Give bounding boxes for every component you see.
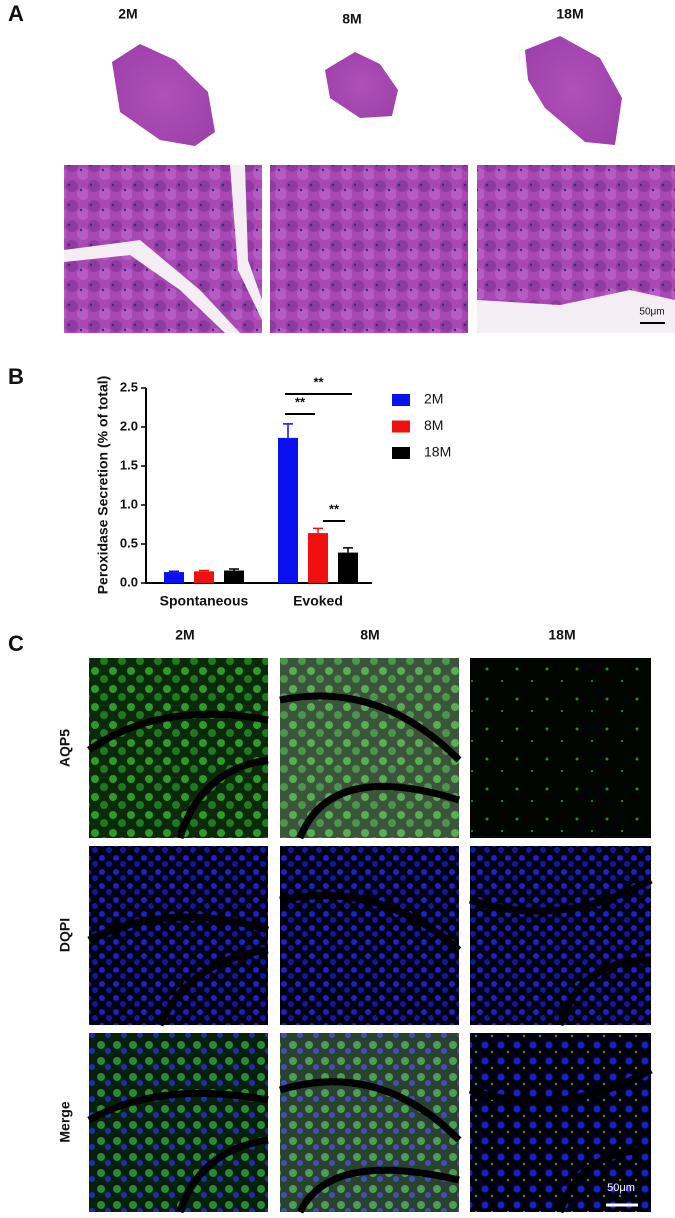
tissue-septa [86,692,653,1214]
row-label: DQPI [57,918,73,952]
error-bar [169,570,179,573]
y-tick-label: 0.5 [120,535,138,550]
bar [224,570,244,583]
bar [164,572,184,583]
panel-label: C [8,631,24,656]
panel-label: B [8,364,24,389]
legend-label: 8M [424,417,443,433]
tissue-section [525,36,622,145]
significance-label: ** [329,501,340,516]
error-bar [229,568,239,571]
fluorescence-image [470,846,651,1025]
row-label: Merge [57,1101,73,1142]
bar [194,571,214,583]
fluorescence-image [470,1033,651,1212]
fluorescence-image [470,658,651,838]
column-label: 2M [118,6,137,22]
legend-label: 2M [424,391,443,407]
connective-tissue [477,290,675,333]
column-label: 8M [360,627,379,643]
fluorescence-image [280,846,459,1025]
error-bar [283,423,293,438]
tissue-section [112,44,215,146]
fluorescence-image [89,1033,268,1212]
error-bar [313,527,323,534]
legend-swatch [392,447,410,459]
x-tick-label: Spontaneous [160,593,249,609]
y-tick-label: 2.0 [120,418,138,433]
tissue-section [325,52,398,118]
bar [308,533,328,583]
y-axis-title: Peroxidase Secretion (% of total) [95,376,111,595]
column-label: 8M [342,11,361,27]
panel-label: A [8,1,24,26]
error-bar [199,569,209,572]
micrograph [270,165,468,333]
fluorescence-image [280,1033,459,1212]
significance-label: ** [295,394,306,409]
scale-bar-label: 50μm [607,1182,635,1194]
y-tick-label: 0.0 [120,574,138,589]
bar [338,552,358,583]
y-tick-label: 1.5 [120,457,138,472]
fluorescence-image [89,658,268,838]
error-bar [343,547,353,553]
column-label: 2M [175,627,194,643]
x-tick-label: Evoked [293,593,343,609]
connective-tissue [64,165,262,333]
significance-label: ** [313,374,324,389]
column-label: 18M [548,627,575,643]
y-tick-label: 1.0 [120,496,138,511]
row-label: AQP5 [57,729,73,767]
column-label: 18M [556,6,583,22]
legend-swatch [392,394,410,406]
fluorescence-image [280,658,459,838]
legend-label: 18M [424,444,451,460]
bar-chart: 0.0 0.5 1.0 1.5 2.0 2.5 Spontaneous Evoked ** ** *… [120,374,451,608]
legend-swatch [392,420,410,433]
scale-bar-label: 50μm [639,307,664,318]
y-tick-label: 2.5 [120,379,138,394]
bar [278,437,298,583]
